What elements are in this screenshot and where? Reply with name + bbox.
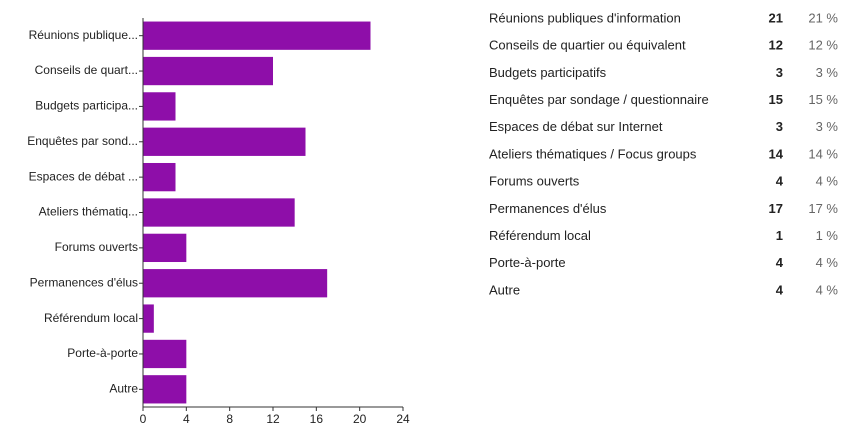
row-name: Porte-à-porte [489,255,566,270]
row-percent: 15 % [808,92,838,107]
y-tick-label: Permanences d'élus [30,275,138,289]
row-percent: 4 % [816,255,839,270]
y-tick-label: Enquêtes par sond... [27,134,138,148]
row-percent: 3 % [816,119,839,134]
row-name: Ateliers thématiques / Focus groups [489,146,697,161]
row-name: Forums ouverts [489,174,580,189]
bar [143,92,176,121]
x-tick-label: 20 [353,412,367,426]
row-count: 3 [776,65,783,80]
bar [143,127,306,156]
row-count: 4 [776,174,784,189]
row-name: Budgets participatifs [489,65,607,80]
row-count: 4 [776,282,784,297]
row-count: 17 [769,201,783,216]
row-name: Autre [489,282,520,297]
row-percent: 17 % [808,201,838,216]
bar [143,339,187,369]
y-tick-label: Forums ouverts [55,240,138,254]
bar [143,269,328,298]
x-tick-label: 12 [266,412,280,426]
row-percent: 3 % [816,65,839,80]
x-tick-label: 16 [310,412,324,426]
y-tick-label: Référendum local [44,311,138,325]
row-percent: 1 % [816,228,839,243]
row-name: Réunions publiques d'information [489,10,681,25]
row-percent: 4 % [816,174,839,189]
y-tick-label: Espaces de débat ... [29,169,138,183]
row-count: 4 [776,255,784,270]
y-tick-label: Conseils de quart... [35,63,138,77]
row-count: 15 [769,92,783,107]
row-percent: 21 % [808,10,838,25]
bar [143,304,154,333]
row-name: Espaces de débat sur Internet [489,119,663,134]
row-count: 12 [769,38,783,53]
row-name: Référendum local [489,228,591,243]
row-percent: 4 % [816,282,839,297]
bar [143,375,187,404]
y-tick-label: Porte-à-porte [67,346,138,360]
bar [143,198,295,227]
row-name: Enquêtes par sondage / questionnaire [489,92,709,107]
row-percent: 12 % [808,38,838,53]
bar [143,21,371,50]
bar [143,56,273,86]
row-name: Permanences d'élus [489,201,607,216]
y-tick-label: Réunions publique... [29,28,138,42]
x-tick-label: 8 [226,412,233,426]
x-tick-label: 24 [396,412,410,426]
bar [143,233,187,263]
row-percent: 14 % [808,146,838,161]
bar [143,162,176,192]
y-tick-label: Budgets participa... [35,99,138,113]
row-count: 1 [776,228,783,243]
x-tick-label: 4 [183,412,190,426]
y-tick-label: Ateliers thématiq... [39,205,138,219]
row-count: 14 [769,146,784,161]
y-tick-label: Autre [109,381,138,395]
row-count: 3 [776,119,783,134]
row-name: Conseils de quartier ou équivalent [489,38,686,53]
x-tick-label: 0 [140,412,147,426]
row-count: 21 [769,10,783,25]
